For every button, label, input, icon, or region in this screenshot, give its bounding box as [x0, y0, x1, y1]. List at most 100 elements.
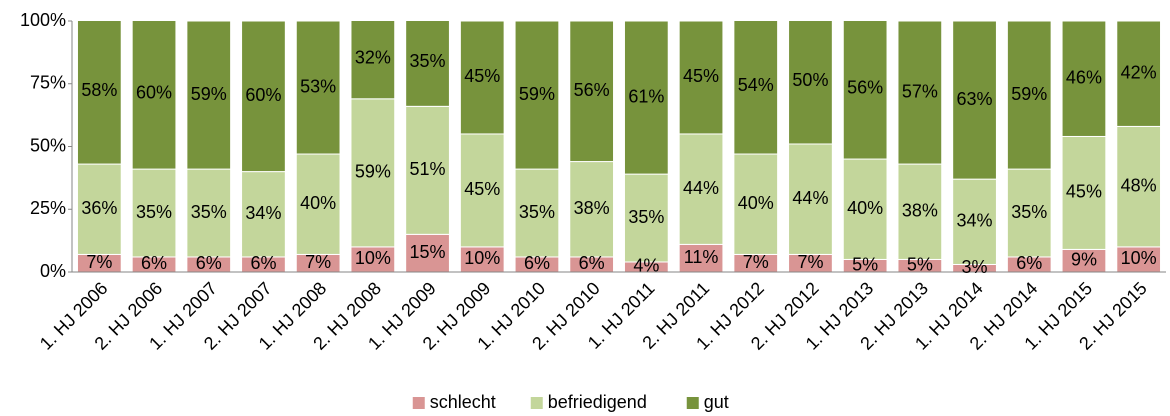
bar-segment [733, 153, 779, 255]
data-label: 42% [1121, 62, 1157, 82]
bar-segment [788, 143, 833, 255]
bar-segment [1006, 168, 1052, 258]
legend-label: befriedigend [548, 392, 647, 412]
data-label: 38% [574, 198, 610, 218]
bar-segment [131, 168, 177, 258]
legend-swatch [412, 397, 425, 409]
data-label: 35% [1011, 202, 1047, 222]
data-label: 7% [797, 252, 823, 272]
data-label: 59% [355, 162, 391, 182]
y-tick-label: 50% [30, 135, 66, 155]
data-label: 38% [902, 201, 938, 221]
data-label: 6% [524, 253, 550, 273]
bar-segment [1006, 21, 1052, 170]
bar-segment [623, 21, 669, 175]
data-label: 40% [738, 193, 774, 213]
data-label: 34% [957, 211, 993, 231]
data-label: 46% [1066, 67, 1102, 87]
data-label: 10% [1121, 248, 1157, 268]
legend-label: schlecht [430, 392, 496, 412]
data-label: 45% [464, 66, 500, 86]
bar-segment [131, 21, 177, 170]
data-label: 9% [1071, 249, 1097, 269]
bar-segment [459, 133, 505, 248]
bar-segment [76, 163, 122, 255]
plot-area [76, 21, 1162, 272]
bar-segment [1061, 21, 1107, 137]
data-label: 7% [743, 252, 769, 272]
y-tick-label: 25% [30, 198, 66, 218]
data-label: 50% [792, 70, 828, 90]
data-label: 32% [355, 47, 391, 67]
bar-segment [186, 21, 232, 170]
data-label: 35% [410, 51, 446, 71]
data-label: 3% [962, 257, 988, 277]
bar-segment [405, 105, 450, 235]
data-label: 36% [81, 198, 117, 218]
data-label: 35% [191, 202, 227, 222]
bar-segment [842, 21, 888, 160]
data-label: 6% [1016, 253, 1042, 273]
bar-segment [350, 98, 396, 248]
bar-segment [1061, 135, 1107, 250]
data-label: 5% [852, 254, 878, 274]
data-label: 7% [305, 252, 331, 272]
data-label: 48% [1121, 175, 1157, 195]
data-label: 51% [410, 159, 446, 179]
data-label: 6% [579, 253, 605, 273]
legend-swatch [686, 397, 699, 409]
data-label: 44% [792, 188, 828, 208]
data-label: 35% [136, 202, 172, 222]
data-label: 10% [464, 248, 500, 268]
data-label: 44% [683, 178, 719, 198]
data-label: 35% [519, 202, 555, 222]
bar-segment [733, 21, 779, 155]
data-label: 59% [1011, 84, 1047, 104]
data-label: 56% [847, 78, 883, 98]
bar-segment [897, 21, 943, 165]
data-label: 54% [738, 75, 774, 95]
bar-segment [788, 21, 833, 145]
data-label: 10% [355, 248, 391, 268]
bar-segment [241, 171, 286, 258]
data-label: 34% [245, 203, 281, 223]
bar-segment [678, 133, 724, 245]
data-label: 6% [196, 253, 222, 273]
bar-segment [405, 21, 450, 107]
bar-segment [459, 21, 505, 135]
y-tick-label: 100% [20, 10, 66, 30]
data-label: 4% [633, 256, 659, 276]
data-label: 11% [684, 247, 719, 267]
bar-segment [678, 21, 724, 135]
data-label: 57% [902, 81, 938, 101]
bar-segment [350, 21, 396, 100]
data-label: 7% [86, 252, 112, 272]
bar-segment [623, 173, 669, 263]
data-label: 6% [250, 253, 276, 273]
bar-segment [1116, 21, 1162, 127]
bar-segment [514, 21, 560, 170]
data-label: 53% [300, 76, 336, 96]
y-tick-label: 75% [30, 73, 66, 93]
bar-segment [1116, 125, 1162, 248]
data-label: 6% [141, 253, 167, 273]
bar-segment [569, 21, 615, 163]
bar-segment [952, 21, 997, 180]
data-label: 63% [957, 89, 993, 109]
legend-swatch [530, 397, 543, 409]
data-label: 61% [628, 86, 664, 106]
data-label: 59% [191, 84, 227, 104]
data-label: 45% [1066, 182, 1102, 202]
bar-segment [295, 21, 341, 155]
data-label: 5% [907, 254, 933, 274]
data-label: 40% [300, 193, 336, 213]
data-label: 60% [136, 83, 172, 103]
data-label: 45% [464, 179, 500, 199]
data-label: 60% [245, 85, 281, 105]
bar-segment [514, 168, 560, 258]
data-label: 35% [628, 207, 664, 227]
bar-segment [295, 153, 341, 255]
bar-segment [1116, 246, 1162, 272]
data-label: 45% [683, 66, 719, 86]
